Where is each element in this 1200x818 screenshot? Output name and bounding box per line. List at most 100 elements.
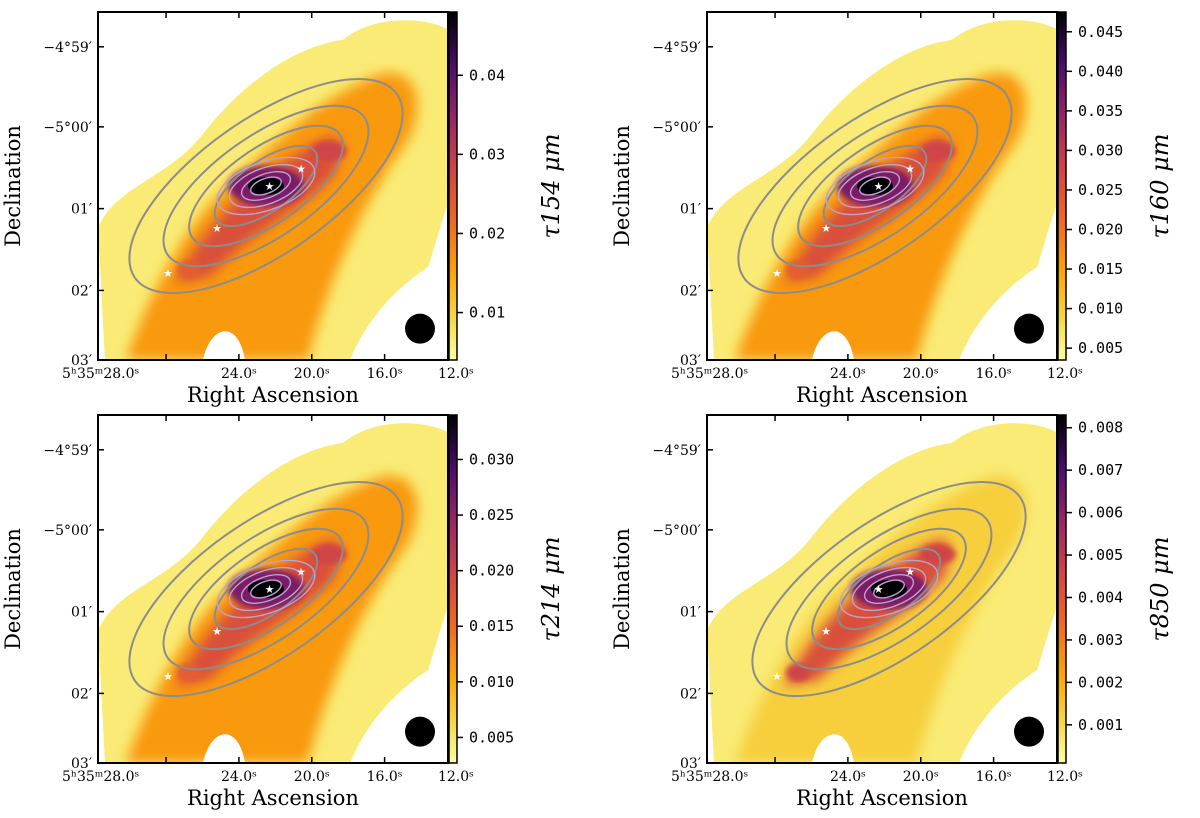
x-tick-label: 12.0ˢ (438, 769, 474, 785)
x-tick-label: 20.0ˢ (903, 769, 939, 785)
colorbar-tick-label: 0.001 (1078, 716, 1123, 734)
y-axis-label: Declination (610, 528, 634, 650)
clump (311, 544, 347, 565)
masked-region (707, 415, 882, 562)
star-marker: ★ (905, 163, 915, 176)
colorbar-tick-label: 0.008 (1078, 419, 1123, 437)
plot-frame (97, 414, 449, 764)
y-axis-label: Declination (1, 125, 25, 247)
contour-line-inner (839, 559, 939, 619)
star-marker: ★ (212, 625, 222, 638)
contour-line-inner (240, 574, 292, 604)
star-marker: ★ (821, 222, 831, 235)
star-marker: ★ (874, 180, 884, 193)
colorbar-label: τ154 μm (537, 133, 565, 238)
contour-line (797, 124, 953, 248)
colorbar-tick-label: 0.007 (1078, 461, 1123, 479)
clump (920, 141, 956, 162)
x-axis-label: Right Ascension (796, 383, 968, 407)
masked-region (98, 415, 273, 562)
y-axis-label: Declination (610, 125, 634, 247)
contour-line-inner (837, 163, 913, 209)
map-image: ★ ★ ★ ★ (707, 415, 1057, 763)
x-tick-label: 24.0ˢ (221, 366, 257, 382)
x-tick-label: 5ʰ35ᵐ28.0ˢ (671, 366, 749, 382)
colorbar-label: τ850 μm (1146, 536, 1174, 641)
contour-line (162, 104, 370, 268)
contour-line-inner (849, 171, 901, 201)
y-tick-label: −5°00′ (652, 523, 701, 539)
colorbar-tick-label: 0.015 (469, 617, 514, 635)
contour-line (785, 507, 993, 671)
contour-line (737, 77, 1013, 295)
contour-line (188, 124, 344, 248)
contour-line (188, 527, 344, 651)
y-tick-label: −4°59′ (652, 443, 701, 459)
x-tick-label: 24.0ˢ (830, 366, 866, 382)
star-marker: ★ (296, 566, 306, 579)
colorbar-tick-label: 0.020 (469, 562, 514, 580)
star-marker: ★ (874, 583, 884, 596)
y-tick-label: 03′ (71, 353, 92, 369)
panel-p154: ★ ★ ★ ★ 5ʰ35ᵐ28.0ˢ 24.0ˢ 20.0ˢ 16.0ˢ 12.0ˢ −4°59′… (1, 11, 565, 407)
y-tick-label: −5°00′ (43, 120, 92, 136)
x-tick-label: 24.0ˢ (221, 769, 257, 785)
clump (311, 141, 347, 162)
contour-line-inner (240, 171, 292, 201)
masked-region (98, 12, 273, 159)
x-tick-label: 12.0ˢ (1047, 769, 1083, 785)
star-marker: ★ (163, 670, 173, 683)
x-axis-label: Right Ascension (796, 786, 968, 810)
star-marker: ★ (296, 163, 306, 176)
star-marker: ★ (265, 180, 275, 193)
y-tick-label: 01′ (71, 605, 92, 621)
map-image: ★ ★ ★ ★ (98, 12, 448, 360)
x-axis-label: Right Ascension (187, 383, 359, 407)
colorbar-tick-label: 0.045 (1078, 23, 1123, 41)
colorbar-tick-label: 0.005 (1078, 546, 1123, 564)
contour-line (811, 527, 967, 651)
y-tick-label: 03′ (680, 756, 701, 772)
y-tick-label: −4°59′ (652, 40, 701, 56)
star-marker: ★ (772, 670, 782, 683)
x-tick-label: 5ʰ35ᵐ28.0ˢ (671, 769, 749, 785)
star-marker: ★ (212, 222, 222, 235)
colorbar-tick-label: 0.025 (469, 506, 514, 524)
plot-frame (97, 11, 449, 361)
x-tick-label: 5ʰ35ᵐ28.0ˢ (62, 769, 140, 785)
masked-region (203, 331, 245, 360)
masked-region (812, 734, 854, 763)
colorbar-tick-label: 0.04 (469, 66, 505, 84)
x-tick-label: 24.0ˢ (830, 769, 866, 785)
colorbar-tick-label: 0.020 (1078, 221, 1123, 239)
colorbar-tick-label: 0.006 (1078, 504, 1123, 522)
colorbar-tick-label: 0.010 (469, 673, 514, 691)
colorbar-tick-label: 0.035 (1078, 102, 1123, 120)
star-marker: ★ (772, 267, 782, 280)
masked-region (203, 734, 245, 763)
y-tick-label: −5°00′ (43, 523, 92, 539)
colorbar-tick-label: 0.02 (469, 224, 505, 242)
x-tick-label: 20.0ˢ (294, 769, 330, 785)
y-tick-label: 02′ (680, 686, 701, 702)
panel-p160: ★ ★ ★ ★ 5ʰ35ᵐ28.0ˢ 24.0ˢ 20.0ˢ 16.0ˢ 12.0ˢ −4°59′… (610, 11, 1174, 407)
y-tick-label: −4°59′ (43, 443, 92, 459)
contour-line-inner (250, 579, 282, 599)
beam-marker (405, 313, 435, 344)
colorbar-tick-label: 0.025 (1078, 181, 1123, 199)
contour-line (128, 77, 404, 295)
clump (786, 663, 810, 682)
y-tick-label: −4°59′ (43, 40, 92, 56)
colorbar-tick-label: 0.003 (1078, 631, 1123, 649)
plot-frame (706, 11, 1058, 361)
colorbar-tick-label: 0.002 (1078, 673, 1123, 691)
colorbar-tick-label: 0.01 (469, 304, 505, 322)
x-tick-label: 12.0ˢ (1047, 366, 1083, 382)
x-tick-label: 16.0ˢ (367, 366, 403, 382)
y-tick-label: −5°00′ (652, 120, 701, 136)
contour-line-inner (851, 566, 927, 612)
contour-line-inner (863, 574, 915, 604)
y-tick-label: 02′ (71, 686, 92, 702)
plot-frame (706, 414, 1058, 764)
